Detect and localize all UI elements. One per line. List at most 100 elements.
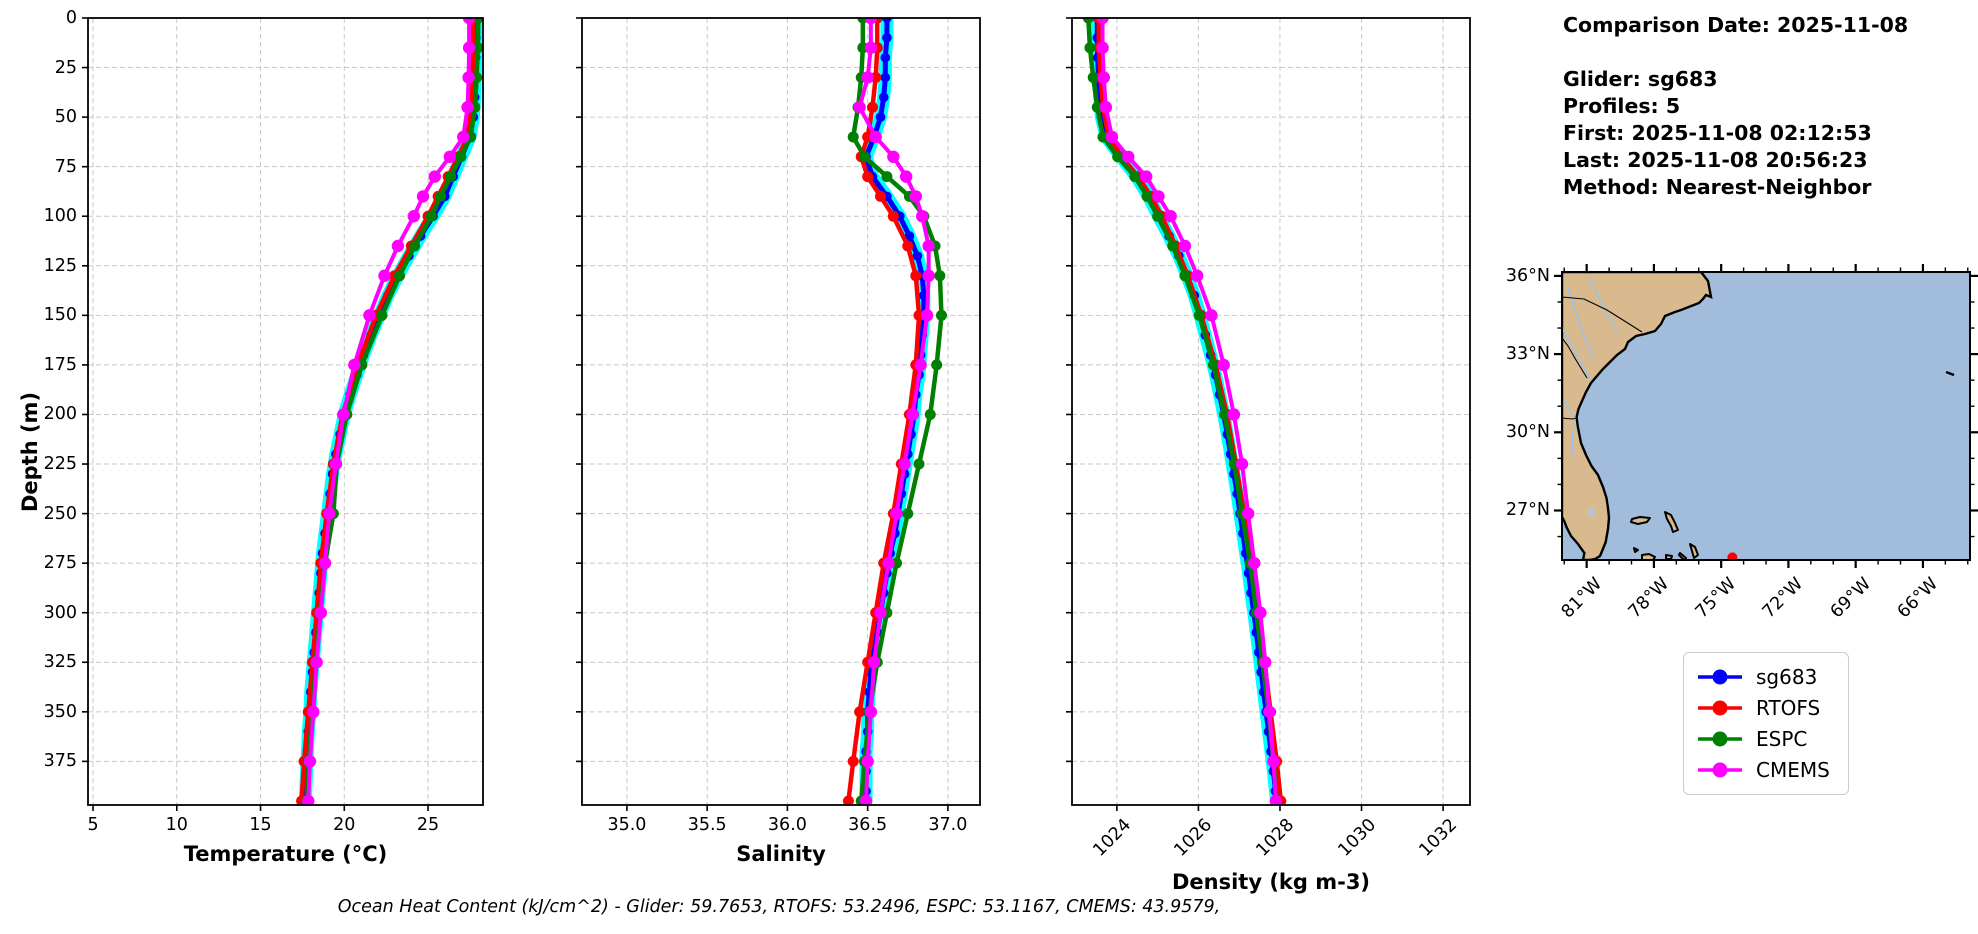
x-tick-label: 10 [165,815,188,835]
x-tick-label: 1032 [1415,815,1462,861]
x-tick-label: 1024 [1089,815,1135,861]
location-map [1554,264,1978,568]
longitude-tick-label: 81°W [1557,574,1606,623]
temperature-profile-plot: Temperature (°C) 5 10 15 20 25 0 25 50 75 100 125 1… [44,8,484,866]
depth-tick-label: 300 [43,602,77,623]
x-tick-label: 20 [333,815,356,835]
last-profile-time-text: Last: 2025-11-08 20:56:23 [1563,148,1868,172]
info-panel: Comparison Date: 2025-11-08 Glider: sg68… [1563,12,1908,201]
longitude-tick-label: 78°W [1624,574,1674,623]
glider-uncertainty-envelope [298,18,483,805]
profile-series-group [296,18,483,805]
x-tick-label: 25 [416,815,440,835]
depth-tick-label: 125 [43,255,77,276]
legend-label-rtofs: RTOFS [1756,695,1821,720]
x-tick-label: 36.5 [848,815,888,835]
legend-item-sg683: sg683 [1696,665,1836,689]
x-tick-label: 1026 [1170,815,1217,861]
legend-label-cmems: CMEMS [1756,758,1830,783]
sg683-line-swatch [1698,669,1742,685]
axis-tick-marks [1066,17,1444,811]
x-tick-label: 1030 [1334,815,1380,861]
series-sg683 [1092,18,1282,805]
method-text: Method: Nearest-Neighbor [1563,175,1872,199]
rtofs-line-swatch [1698,700,1742,716]
glider-uncertainty-envelope [1090,18,1283,805]
legend: sg683 RTOFS ESPC CMEMS [1683,652,1849,795]
series-espc [301,18,483,805]
x-tick-label: 35.5 [687,815,727,835]
glider-position-marker [1727,552,1738,560]
legend-item-rtofs: RTOFS [1696,696,1836,720]
legend-item-cmems: CMEMS [1696,758,1836,782]
map-canvas [1554,264,1978,568]
glider-name-text: Glider: sg683 [1563,67,1718,91]
series-cmems [853,18,935,805]
land-coastline [1562,272,1713,560]
x-tick-label: 36.0 [767,815,807,835]
depth-tick-label: 375 [43,751,77,772]
profile-series-group [842,18,947,805]
profile-series-group [1082,18,1287,805]
depth-tick-label: 200 [43,404,77,425]
gridlines [1072,17,1470,805]
comparison-date-text: Comparison Date: 2025-11-08 [1563,13,1909,37]
state-borders [1562,296,1643,420]
legend-label-sg683: sg683 [1756,664,1818,689]
axes-frame [581,17,981,806]
depth-tick-label: 50 [54,107,77,128]
depth-tick-label: 325 [43,652,77,673]
x-tick-label: 1028 [1252,815,1299,861]
series-cmems [302,18,476,805]
info-spacer [1563,39,1908,66]
axis-tick-marks [576,17,949,811]
series-rtofs [296,18,479,805]
axes-frame [1071,17,1471,806]
depth-tick-label: 175 [43,354,77,375]
map-tick-marks [1554,264,1978,568]
depth-tick-label: 250 [43,503,77,524]
x-tick-label: 35.0 [607,815,647,835]
salinity-profile-plot: Salinity 35.0 35.5 36.0 36.5 37.0 [576,17,981,866]
depth-tick-label: 75 [54,156,77,177]
x-tick-label: 37.0 [928,815,968,835]
first-profile-time-text: First: 2025-11-08 02:12:53 [1563,121,1872,145]
latitude-tick-label: 36°N [1505,265,1550,286]
salinity-axis-label: Salinity [736,842,826,866]
depth-tick-label: 0 [65,8,77,28]
temperature-axis-label: Temperature (°C) [183,842,388,866]
x-tick-label: 15 [249,815,272,835]
series-sg683 [300,18,481,805]
legend-item-espc: ESPC [1696,727,1836,751]
axis-tick-marks [82,17,429,811]
cmems-line-swatch [1698,762,1742,778]
rivers [1562,276,1619,459]
espc-line-swatch [1698,731,1742,747]
depth-tick-label: 225 [43,454,77,475]
depth-axis-label: Depth (m) [18,391,42,513]
density-plot-area [1066,17,1471,811]
series-cmems [1096,18,1283,805]
bahamas-islands [1630,370,1955,560]
longitude-tick-label: 66°W [1893,574,1943,623]
ohc-caption: Ocean Heat Content (kJ/cm^2) - Glider: 5… [337,897,1221,917]
depth-tick-label: 150 [43,305,77,326]
depth-tick-label: 100 [43,206,77,227]
temperature-plot-area [82,17,484,811]
depth-tick-label: 275 [43,553,77,574]
longitude-tick-label: 69°W [1826,574,1875,623]
density-axis-label: Density (kg m-3) [1171,870,1371,894]
axes-frame [87,17,484,806]
gridlines [88,17,483,805]
latitude-tick-label: 33°N [1505,344,1550,365]
legend-label-espc: ESPC [1756,727,1808,752]
depth-tick-label: 350 [43,701,77,722]
density-profile-plot: Density (kg m-3) 1024 1026 1028 1030 1032 [1066,17,1471,894]
longitude-tick-label: 75°W [1691,574,1741,623]
longitude-tick-label: 72°W [1759,574,1808,623]
latitude-tick-label: 30°N [1505,422,1550,443]
lake-okeechobee [1586,507,1596,517]
profiles-count-text: Profiles: 5 [1563,94,1681,118]
x-tick-label: 5 [87,815,99,835]
